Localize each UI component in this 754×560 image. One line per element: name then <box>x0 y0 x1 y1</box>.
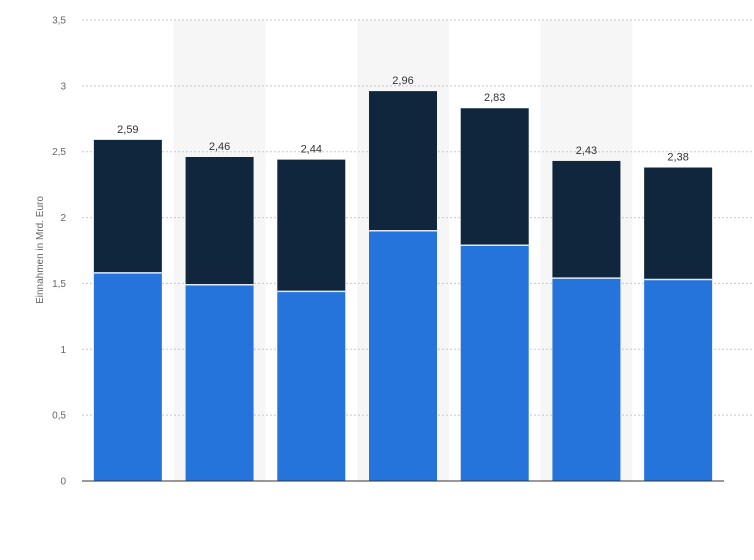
bar-segment-lower[interactable] <box>369 230 437 481</box>
y-axis-ticks: 0 0,5 1 1,5 2 2,5 3 3,5 <box>52 16 66 488</box>
bar-total-label: 2,59 <box>117 124 138 136</box>
y-tick-label: 2 <box>60 213 66 224</box>
bar-total-label: 2,44 <box>301 144 322 156</box>
y-tick-label: 0,5 <box>52 411 66 422</box>
y-tick-label: 0 <box>60 477 66 488</box>
bar-segment-upper[interactable] <box>369 91 437 231</box>
bar-total-label: 2,46 <box>209 141 230 153</box>
bar-segment-upper[interactable] <box>552 160 621 279</box>
bar-segment-lower[interactable] <box>644 279 713 481</box>
y-tick-label: 1 <box>60 345 66 356</box>
y-tick-label: 1,5 <box>52 279 66 290</box>
y-tick-label: 3,5 <box>52 16 66 27</box>
y-tick-label: 2,5 <box>52 147 66 158</box>
bar-segment-lower[interactable] <box>552 278 621 481</box>
bar-segment-lower[interactable] <box>93 272 162 481</box>
bar-total-label: 2,83 <box>484 92 505 104</box>
bar-segment-lower[interactable] <box>460 245 529 481</box>
bars <box>93 91 713 481</box>
bar-segment-upper[interactable] <box>93 139 162 273</box>
bar-segment-upper[interactable] <box>644 167 713 280</box>
bar-segment-lower[interactable] <box>185 284 254 481</box>
total-labels: 2,59 2,46 2,44 2,96 2,83 2,43 2,38 <box>117 75 689 163</box>
bar-segment-upper[interactable] <box>460 108 529 246</box>
y-axis-title: Einnahmen in Mrd. Euro <box>35 196 46 304</box>
bar-total-label: 2,38 <box>667 152 688 164</box>
bar-total-label: 2,96 <box>392 75 413 87</box>
bar-total-label: 2,43 <box>576 145 597 157</box>
bar-segment-lower[interactable] <box>277 291 346 481</box>
bar-segment-upper[interactable] <box>277 159 346 292</box>
y-tick-label: 3 <box>60 81 66 92</box>
bar-segment-upper[interactable] <box>185 156 254 285</box>
